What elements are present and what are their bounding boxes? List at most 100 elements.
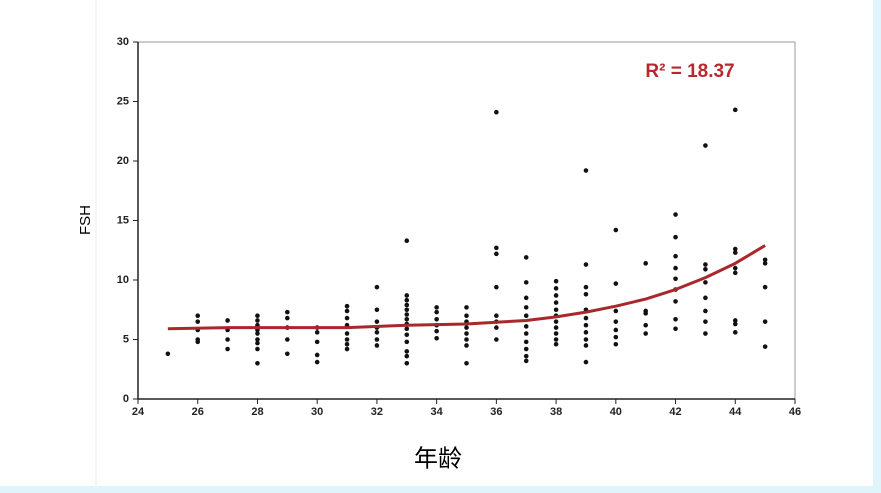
- data-point: [553, 319, 559, 324]
- data-point: [703, 262, 708, 267]
- data-point: [255, 337, 260, 342]
- data-point: [344, 331, 350, 336]
- data-point: [464, 331, 469, 336]
- data-point: [703, 331, 708, 336]
- data-point: [523, 313, 529, 319]
- data-point: [255, 331, 260, 336]
- y-tick-label: 25: [117, 95, 129, 107]
- data-point: [673, 299, 678, 304]
- data-point: [613, 334, 619, 340]
- data-point: [583, 359, 589, 365]
- data-point: [643, 322, 648, 328]
- data-point: [523, 295, 529, 301]
- data-point: [374, 307, 380, 313]
- y-axis-label: FSH: [77, 205, 94, 235]
- data-point: [255, 318, 260, 323]
- data-point: [703, 319, 708, 324]
- data-point: [285, 315, 290, 321]
- data-point: [404, 307, 410, 313]
- data-point: [464, 325, 469, 330]
- data-point: [314, 330, 320, 335]
- data-point: [583, 322, 589, 328]
- data-point: [374, 330, 380, 335]
- x-tick-label: 38: [550, 406, 562, 418]
- data-point: [494, 313, 499, 319]
- data-point: [434, 328, 439, 334]
- data-point: [732, 246, 738, 252]
- data-point: [464, 343, 469, 348]
- data-point: [344, 315, 350, 321]
- data-point: [553, 337, 559, 342]
- data-point: [583, 343, 589, 348]
- data-point: [732, 321, 738, 327]
- data-point: [494, 325, 499, 330]
- right-band: [873, 0, 881, 493]
- data-point: [285, 337, 290, 342]
- data-point: [523, 353, 529, 359]
- data-point: [613, 227, 619, 233]
- data-point: [553, 300, 559, 305]
- x-tick-label: 32: [371, 406, 383, 418]
- data-point: [344, 341, 350, 347]
- data-point: [404, 312, 410, 317]
- data-point: [613, 341, 619, 347]
- data-point: [255, 313, 260, 319]
- data-point: [703, 266, 708, 272]
- data-point: [613, 327, 619, 333]
- x-tick-label: 40: [610, 406, 622, 418]
- data-point: [523, 358, 529, 364]
- data-point: [583, 262, 589, 267]
- data-point: [374, 343, 380, 348]
- data-point: [404, 349, 410, 354]
- y-tick-label: 30: [117, 36, 129, 48]
- data-point: [285, 309, 290, 315]
- data-point: [434, 336, 439, 341]
- data-point: [255, 340, 260, 346]
- y-tick-label: 20: [117, 155, 129, 167]
- data-point: [523, 280, 529, 285]
- data-point: [762, 257, 768, 263]
- data-point: [703, 143, 708, 148]
- data-point: [344, 303, 350, 309]
- data-point: [673, 234, 678, 240]
- data-point: [165, 351, 171, 357]
- data-point: [553, 278, 559, 284]
- data-point: [464, 305, 469, 310]
- data-point: [703, 295, 708, 301]
- data-point: [255, 346, 260, 352]
- data-point: [314, 359, 320, 365]
- data-point: [464, 337, 469, 342]
- data-point: [732, 107, 738, 113]
- data-point: [225, 346, 230, 352]
- data-point: [195, 313, 201, 319]
- data-point: [673, 265, 678, 271]
- data-point: [673, 253, 678, 259]
- fit-curve: [167, 244, 766, 331]
- data-point: [374, 337, 380, 342]
- data-point: [374, 319, 380, 324]
- data-point: [583, 315, 589, 321]
- data-point: [255, 361, 260, 366]
- data-point: [434, 305, 439, 310]
- data-point: [523, 324, 529, 329]
- data-point: [673, 326, 678, 332]
- x-tick-label: 46: [789, 406, 801, 418]
- data-point: [673, 316, 678, 322]
- y-tick-label: 10: [117, 274, 129, 286]
- data-point: [494, 251, 499, 257]
- x-tick-label: 42: [669, 406, 681, 418]
- data-point: [523, 339, 529, 345]
- data-point: [404, 326, 410, 332]
- data-point: [494, 337, 499, 342]
- data-point: [344, 337, 350, 342]
- data-point: [404, 316, 410, 322]
- x-tick-label: 36: [490, 406, 502, 418]
- data-point: [404, 238, 410, 244]
- data-point: [523, 331, 529, 336]
- data-point: [494, 245, 499, 251]
- data-point: [553, 325, 559, 330]
- data-point: [404, 353, 410, 359]
- data-point: [404, 302, 410, 308]
- data-point: [643, 311, 648, 316]
- data-point: [703, 280, 708, 285]
